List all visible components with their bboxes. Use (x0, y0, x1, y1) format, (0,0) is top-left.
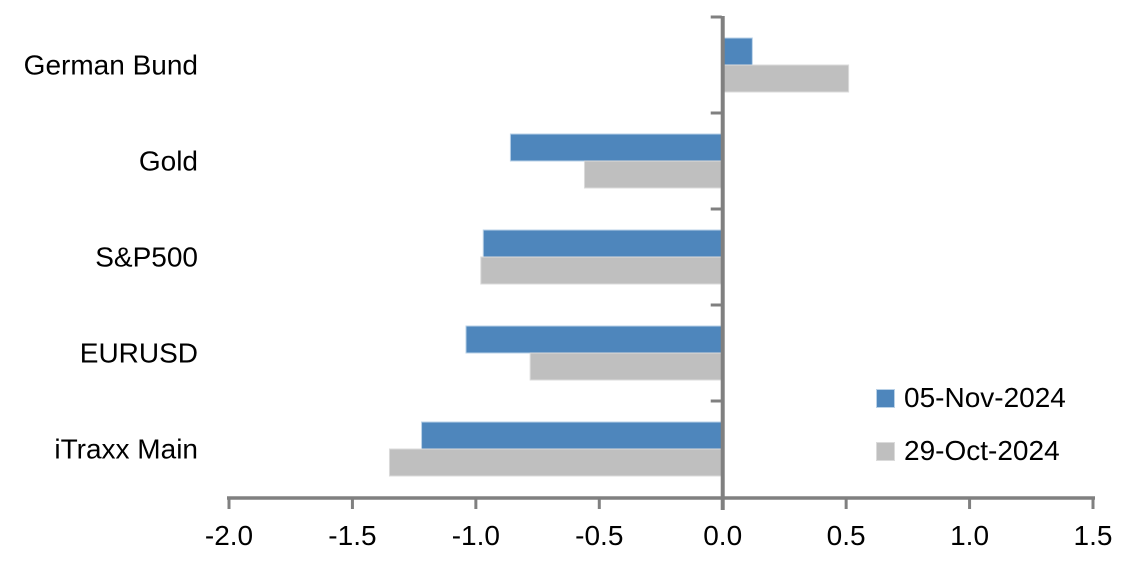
axis-x-tick-label: -1.0 (452, 520, 500, 551)
bar-29-oct-2024-gold (583, 160, 724, 189)
bar-29-oct-2024-s-p500 (480, 256, 724, 285)
axis-x-tick-label: 1.0 (950, 520, 989, 551)
axis-x-tick-label: -0.5 (575, 520, 623, 551)
bar-29-oct-2024-german-bund (722, 64, 850, 93)
bar-05-nov-2024-gold (509, 133, 724, 162)
legend: 05-Nov-2024 29-Oct-2024 (876, 381, 1066, 468)
legend-swatch-05-nov-2024 (876, 388, 895, 408)
legend-swatch-29-oct-2024 (876, 441, 895, 461)
legend-item-05-nov-2024: 05-Nov-2024 (876, 381, 1066, 415)
bar-05-nov-2024-s-p500 (482, 229, 724, 258)
axis-x-tick-label: 0.5 (827, 520, 866, 551)
axis-x-tick-label: 1.5 (1074, 520, 1113, 551)
category-label-eurusd: EURUSD (80, 338, 198, 369)
category-label-itraxx-main: iTraxx Main (54, 434, 198, 465)
axis-x-tick-label: 0.0 (703, 520, 742, 551)
bar-05-nov-2024-eurusd (465, 325, 724, 354)
category-label-german-bund: German Bund (24, 50, 198, 81)
bar-05-nov-2024-itraxx-main (421, 421, 724, 450)
bar-29-oct-2024-eurusd (529, 352, 724, 381)
axis-x-tick-label: -1.5 (328, 520, 376, 551)
bar-29-oct-2024-itraxx-main (388, 448, 724, 477)
category-label-gold: Gold (139, 146, 198, 177)
category-label-s-p500: S&P500 (95, 242, 198, 273)
axis-x-tick-label: -2.0 (205, 520, 253, 551)
bar-05-nov-2024-german-bund (722, 37, 753, 66)
legend-item-29-oct-2024: 29-Oct-2024 (876, 434, 1066, 468)
legend-label-29-oct-2024: 29-Oct-2024 (904, 435, 1060, 466)
legend-label-05-nov-2024: 05-Nov-2024 (904, 382, 1066, 413)
